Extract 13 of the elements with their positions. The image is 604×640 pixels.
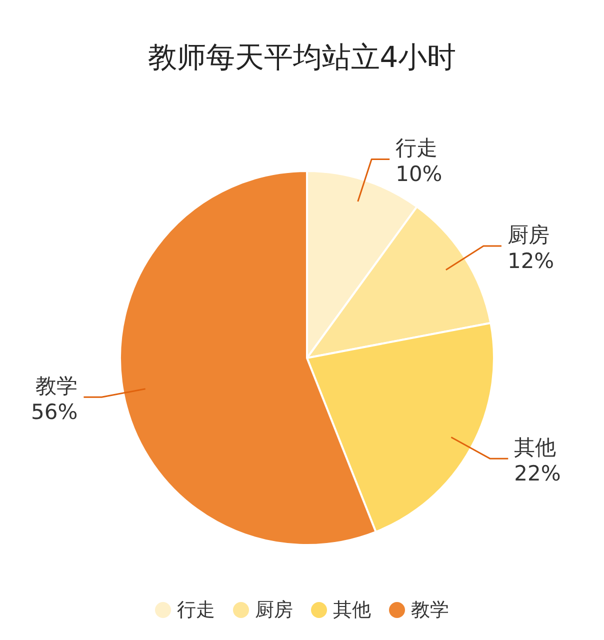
data-label: 12% — [507, 249, 554, 274]
data-label: 10% — [396, 162, 442, 186]
data-label: 56% — [31, 400, 78, 424]
chart-title: 教师每天平均站立4小时 — [146, 39, 458, 76]
legend-label: 其他 — [333, 598, 371, 623]
legend-label: 厨房 — [255, 598, 293, 623]
slice-label: 厨房 — [507, 223, 550, 248]
legend-label: 教学 — [411, 598, 449, 623]
slice-label: 教学 — [36, 374, 78, 398]
slice-label: 其他 — [514, 436, 556, 460]
legend-label: 行走 — [177, 598, 215, 623]
slice-label: 行走 — [396, 136, 438, 160]
data-label: 22% — [514, 462, 561, 486]
